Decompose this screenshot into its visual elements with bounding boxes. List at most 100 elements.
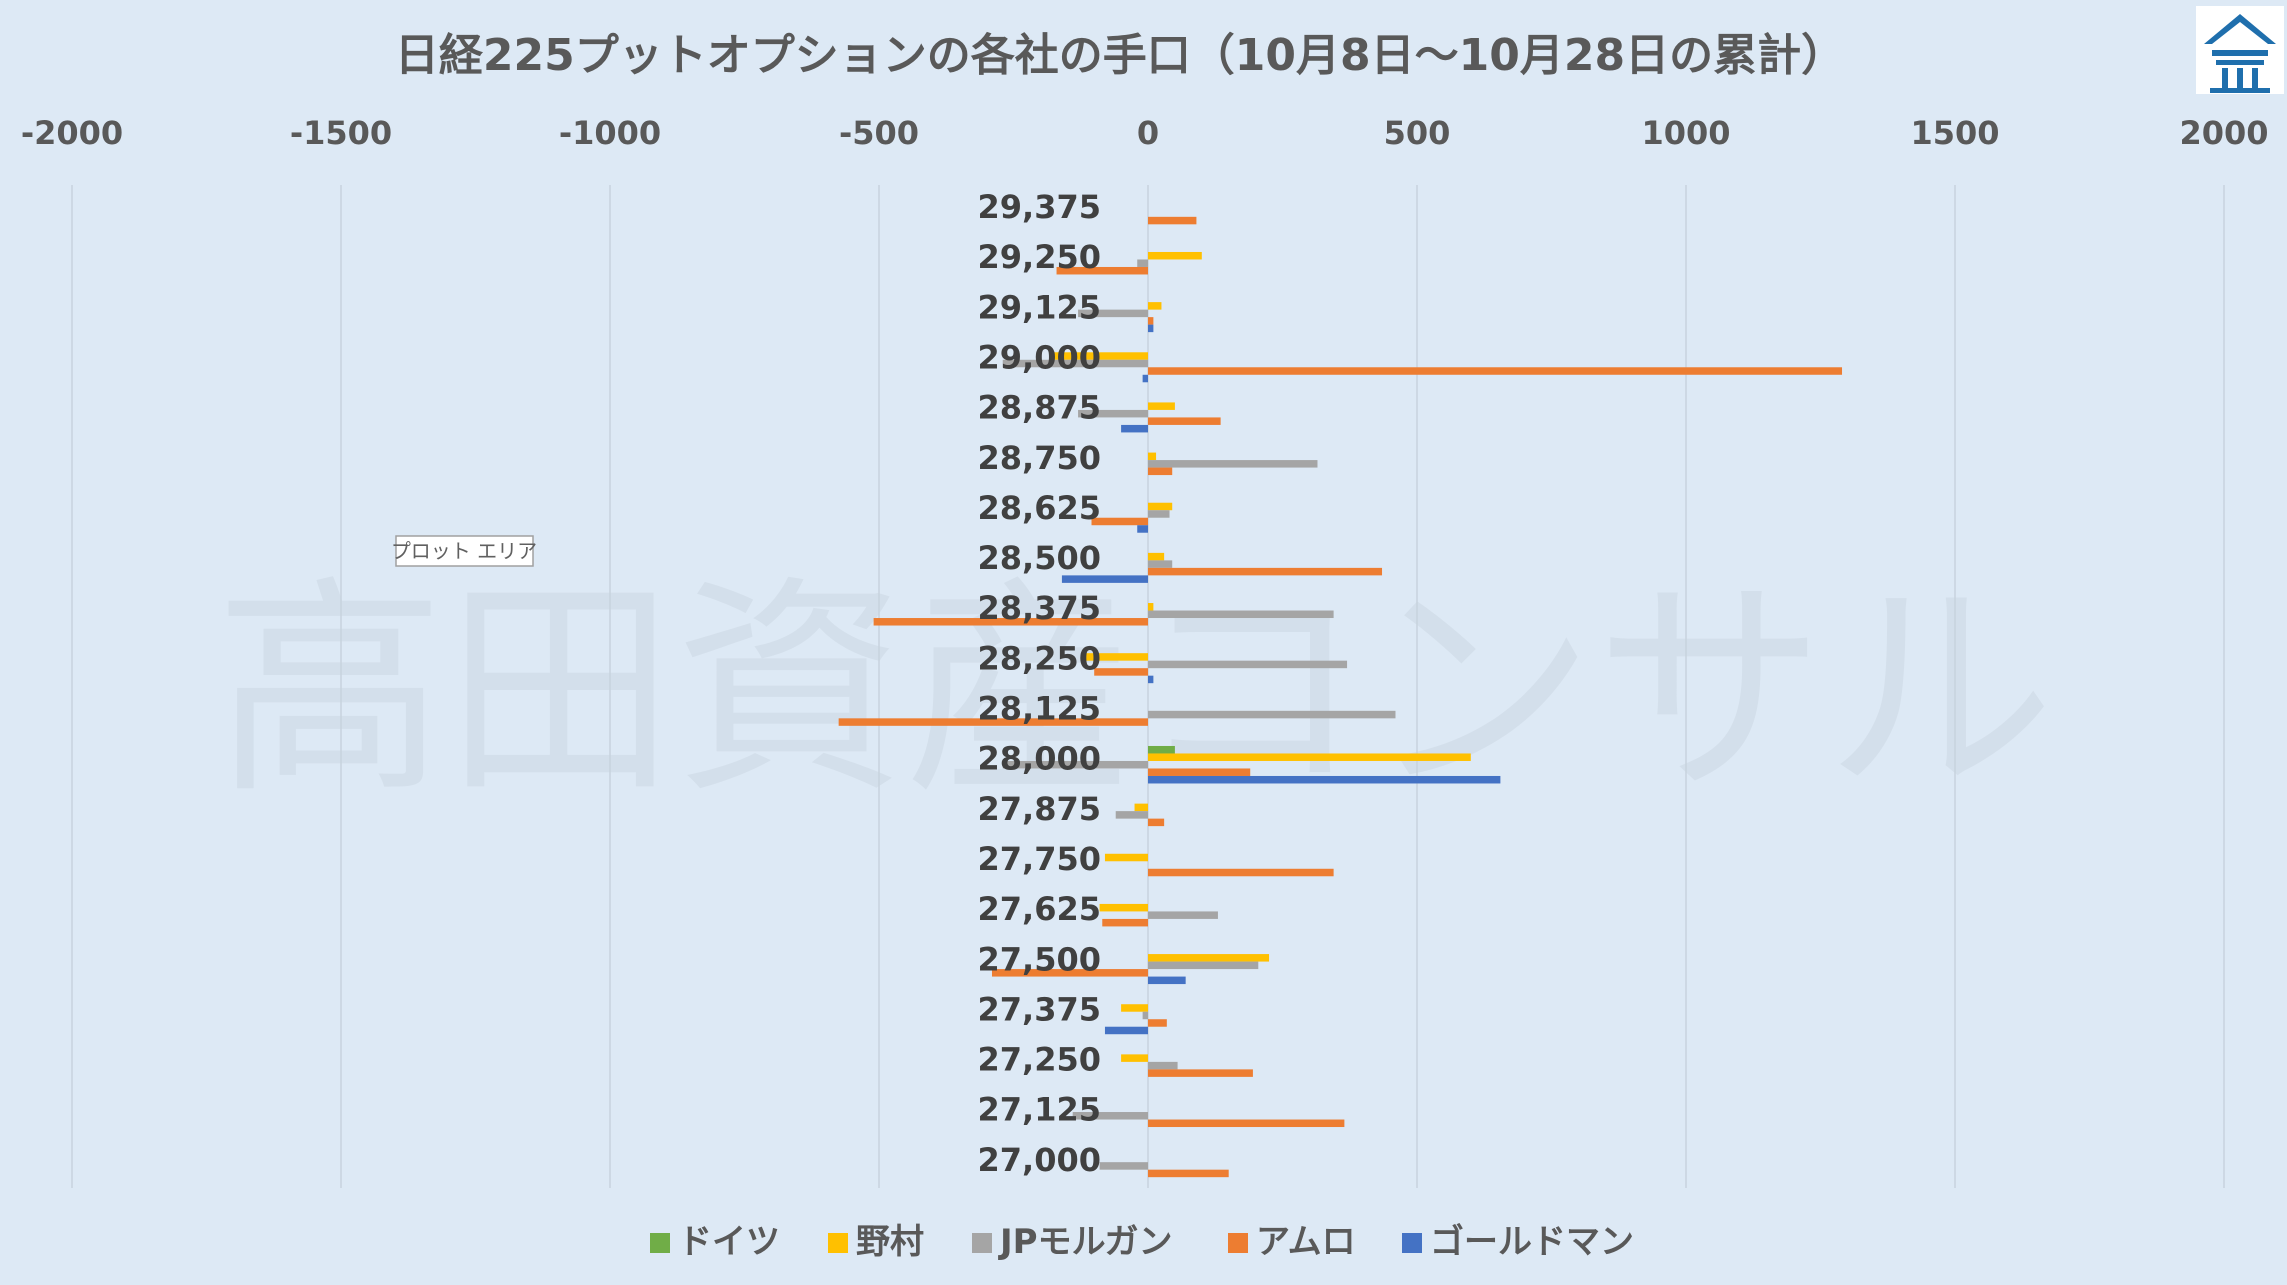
category-label: 28,125 [978,690,1101,728]
bar-アムロ-28,125 [838,718,1148,726]
watermark-text: 高田資産コンサル [215,558,2055,825]
plot-area-tooltip: プロット エリア [391,535,537,567]
bar-JPモルガン-29,250 [1137,259,1148,267]
bar-野村-27,250 [1121,1054,1148,1062]
bar-アムロ-29,250 [1056,266,1148,275]
category-label: 28,500 [978,539,1101,577]
bar-JPモルガン-27,250 [1148,1061,1178,1070]
category-label: 29,000 [978,338,1101,376]
bar-JPモルガン-27,500 [1148,961,1259,970]
bar-JPモルガン-27,625 [1148,911,1218,919]
chart-title: 日経225プットオプションの各社の手口（10月8日～10月28日の累計） [395,30,1845,81]
bar-アムロ-29,375 [1148,216,1197,225]
category-label: 27,750 [978,840,1101,878]
bar-野村-29,000 [1051,352,1148,360]
x-tick-label: -2000 [21,114,123,152]
bar-アムロ-28,000 [1148,768,1251,776]
bar-ゴールドマン-28,625 [1137,525,1148,533]
legend-swatch [828,1233,848,1253]
bar-ゴールドマン-28,875 [1121,424,1148,433]
x-tick-label: 500 [1384,114,1451,152]
category-labels: 29,375 29,250 29,125 29,000 28,875 28,750 28,6… [978,188,1101,1179]
bar-ゴールドマン-29,000 [1142,374,1148,383]
x-tick-label: -500 [839,114,919,152]
bar-JPモルガン-28,750 [1148,460,1318,468]
legend-label: ドイツ [678,1222,780,1262]
bar-野村-28,875 [1148,402,1175,410]
bar-野村-28,375 [1148,603,1154,611]
bar-JPモルガン-28,375 [1148,610,1334,619]
bar-JPモルガン-29,125 [1078,309,1148,318]
bar-JPモルガン-28,125 [1148,710,1396,719]
x-axis-ticks: -2000 -1500 -1000 -500 0 500 1000 1500 2000 [21,114,2269,152]
bar-アムロ-27,500 [991,969,1148,977]
x-tick-label: 0 [1137,114,1159,152]
bar-アムロ-28,750 [1148,467,1173,476]
bar-野村-27,875 [1134,803,1148,812]
category-label: 27,500 [978,940,1101,978]
category-label: 27,625 [978,890,1101,928]
bar-アムロ-27,875 [1148,818,1165,827]
bar-ゴールドマン-27,375 [1104,1026,1148,1035]
bar-アムロ-28,250 [1094,668,1148,676]
bar-JPモルガン-27,000 [1099,1162,1148,1170]
bar-ゴールドマン-28,250 [1148,675,1154,684]
legend-swatch [972,1233,992,1253]
bar-ドイツ-28,000 [1148,745,1175,754]
x-tick-label: -1500 [290,114,392,152]
category-label: 28,375 [978,589,1101,627]
legend-swatch [650,1233,670,1253]
bar-ゴールドマン-28,000 [1148,775,1501,784]
x-tick-label: 1000 [1641,114,1730,152]
bar-野村-27,625 [1099,903,1148,912]
bar-アムロ-27,250 [1148,1069,1253,1077]
category-label: 27,000 [978,1141,1101,1179]
bar-アムロ-28,500 [1148,567,1383,576]
bar-アムロ-28,875 [1148,417,1221,425]
bar-アムロ-28,375 [873,618,1148,626]
bar-野村-28,000 [1148,753,1471,761]
gridlines [71,185,2225,1188]
x-tick-label: 2000 [2179,114,2268,152]
bar-アムロ-28,625 [1091,517,1148,526]
category-label: 29,125 [978,288,1101,326]
bar-野村-27,375 [1121,1004,1148,1012]
bar-アムロ-27,750 [1148,868,1334,877]
house-logo-icon [2196,6,2284,94]
bar-野村-29,125 [1148,302,1162,310]
legend-label: JPモルガン [998,1222,1173,1262]
bar-アムロ-27,125 [1148,1119,1345,1128]
category-label: 27,250 [978,1041,1101,1079]
legend-label: 野村 [856,1222,924,1262]
category-label: 29,375 [978,188,1101,226]
bar-野村-28,750 [1148,452,1157,461]
bar-アムロ-29,125 [1148,317,1154,325]
legend-swatch [1228,1233,1248,1253]
category-label: 27,125 [978,1091,1101,1129]
bar-野村-27,750 [1104,853,1148,862]
category-label: 28,250 [978,639,1101,677]
bar-JPモルガン-27,125 [1072,1112,1148,1120]
bar-JPモルガン-27,375 [1142,1011,1148,1020]
bar-アムロ-27,625 [1102,918,1148,927]
bar-野村-29,250 [1148,251,1202,260]
bar-JPモルガン-29,000 [1002,359,1148,368]
bar-野村-28,625 [1148,502,1173,511]
bar-JPモルガン-28,625 [1148,510,1170,518]
category-label: 29,250 [978,238,1101,276]
bar-JPモルガン-27,875 [1115,811,1148,819]
category-label: 28,000 [978,740,1101,778]
bar-アムロ-29,000 [1148,367,1843,375]
x-tick-label: 1500 [1910,114,1999,152]
category-label: 28,750 [978,439,1101,477]
legend-label: ゴールドマン [1430,1222,1634,1262]
bar-野村-28,250 [1083,653,1148,661]
bar-JPモルガン-28,000 [1002,760,1148,769]
category-label: 27,875 [978,790,1101,828]
bar-アムロ-27,000 [1148,1169,1229,1178]
bar-野村-27,500 [1148,954,1270,962]
bar-野村-28,500 [1148,552,1165,561]
category-label: 28,875 [978,389,1101,427]
tooltip-text: プロット エリア [391,539,537,563]
